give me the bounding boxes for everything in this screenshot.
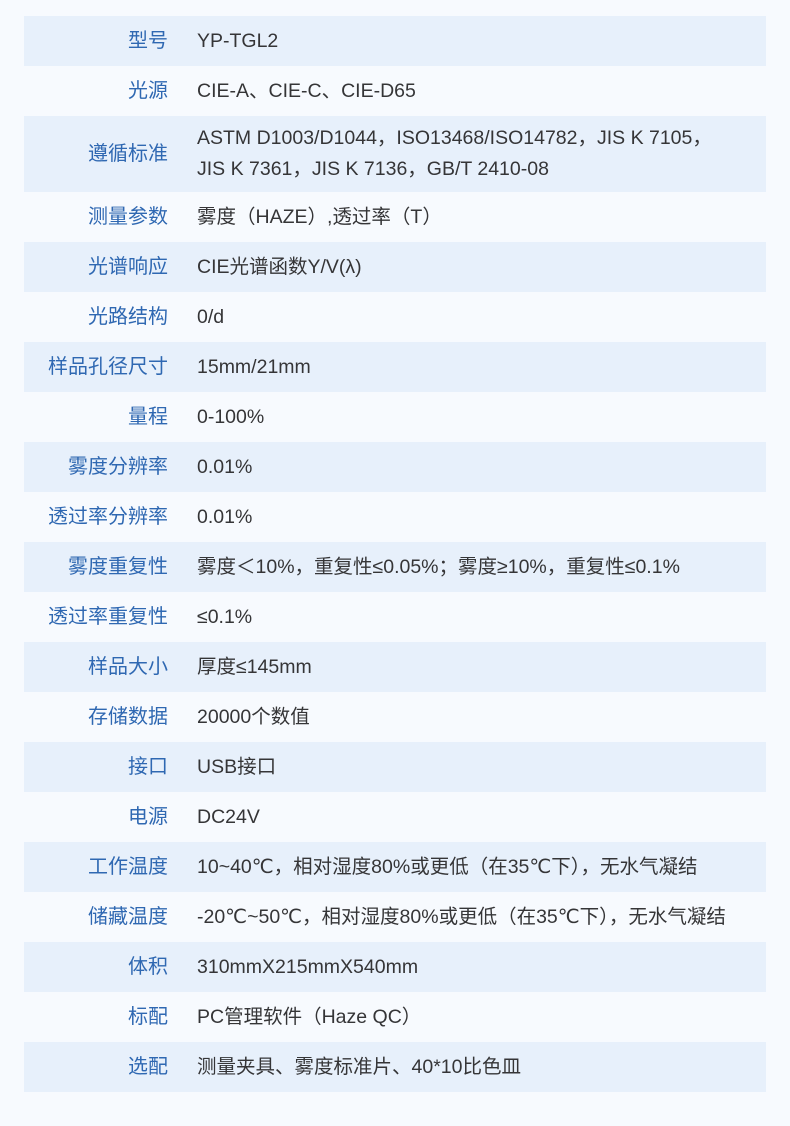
row-label: 电源 xyxy=(128,805,168,828)
table-row: 体积 310mmX215mmX540mm xyxy=(24,942,766,992)
row-value: 0-100% xyxy=(197,405,265,428)
table-row: 测量参数 雾度（HAZE）,透过率（T） xyxy=(24,192,766,242)
row-label: 接口 xyxy=(128,755,168,778)
table-row: 光源 CIE-A、CIE-C、CIE-D65 xyxy=(24,66,766,116)
row-label: 透过率分辨率 xyxy=(48,505,168,528)
row-value: CIE光谱函数Y/V(λ) xyxy=(197,255,362,278)
table-row: 选配 测量夹具、雾度标准片、40*10比色皿 xyxy=(24,1042,766,1092)
row-value: DC24V xyxy=(197,805,260,828)
row-label: 选配 xyxy=(128,1055,168,1078)
row-value: YP-TGL2 xyxy=(197,29,279,52)
table-row: 光谱响应 CIE光谱函数Y/V(λ) xyxy=(24,242,766,292)
table-row: 标配 PC管理软件（Haze QC） xyxy=(24,992,766,1042)
table-row: 工作温度 10~40℃，相对湿度80%或更低（在35℃下），无水气凝结 xyxy=(24,842,766,892)
row-value: 0/d xyxy=(197,305,225,328)
table-row: 遵循标准 ASTM D1003/D1044，ISO13468/ISO14782，… xyxy=(24,116,766,192)
row-label: 样品大小 xyxy=(88,655,168,678)
row-label: 透过率重复性 xyxy=(48,605,168,628)
row-value: PC管理软件（Haze QC） xyxy=(197,1005,422,1028)
table-row: 接口 USB接口 xyxy=(24,742,766,792)
row-value: 雾度（HAZE）,透过率（T） xyxy=(197,205,442,228)
table-row: 型号 YP-TGL2 xyxy=(24,16,766,66)
row-value: 15mm/21mm xyxy=(197,355,311,378)
table-row: 透过率分辨率 0.01% xyxy=(24,492,766,542)
table-row: 样品大小 厚度≤145mm xyxy=(24,642,766,692)
row-label: 存储数据 xyxy=(88,705,168,728)
row-label: 雾度重复性 xyxy=(68,555,168,578)
row-label: 型号 xyxy=(128,29,168,52)
row-label: 工作温度 xyxy=(88,855,168,878)
row-value: 20000个数值 xyxy=(197,705,310,728)
row-label: 储藏温度 xyxy=(88,905,168,928)
row-label: 光谱响应 xyxy=(88,255,168,278)
table-row: 样品孔径尺寸 15mm/21mm xyxy=(24,342,766,392)
row-value: 测量夹具、雾度标准片、40*10比色皿 xyxy=(197,1055,521,1078)
table-row: 透过率重复性 ≤0.1% xyxy=(24,592,766,642)
row-label: 光源 xyxy=(128,79,168,102)
row-value: 10~40℃，相对湿度80%或更低（在35℃下），无水气凝结 xyxy=(197,855,698,878)
row-value: 雾度＜10%，重复性≤0.05%；雾度≥10%，重复性≤0.1% xyxy=(197,555,680,578)
row-label: 量程 xyxy=(128,405,168,428)
table-row: 雾度重复性 雾度＜10%，重复性≤0.05%；雾度≥10%，重复性≤0.1% xyxy=(24,542,766,592)
row-value: 310mmX215mmX540mm xyxy=(197,955,419,978)
row-value: USB接口 xyxy=(197,755,277,778)
row-value: 0.01% xyxy=(197,455,253,478)
row-label: 雾度分辨率 xyxy=(68,455,168,478)
row-value: ≤0.1% xyxy=(197,605,253,628)
table-row: 雾度分辨率 0.01% xyxy=(24,442,766,492)
row-value: CIE-A、CIE-C、CIE-D65 xyxy=(197,79,416,102)
row-label: 体积 xyxy=(128,955,168,978)
row-value: 厚度≤145mm xyxy=(197,655,312,678)
row-label: 测量参数 xyxy=(88,205,168,228)
table-row: 储藏温度 -20℃~50℃，相对湿度80%或更低（在35℃下），无水气凝结 xyxy=(24,892,766,942)
table-row: 存储数据 20000个数值 xyxy=(24,692,766,742)
row-label: 标配 xyxy=(128,1005,168,1028)
row-label: 遵循标准 xyxy=(88,142,168,165)
spec-table: 型号 YP-TGL2 光源 CIE-A、CIE-C、CIE-D65 遵循标准 A… xyxy=(24,16,766,1092)
table-row: 量程 0-100% xyxy=(24,392,766,442)
row-value: ASTM D1003/D1044，ISO13468/ISO14782，JIS K… xyxy=(197,127,712,180)
row-value: 0.01% xyxy=(197,505,253,528)
row-label: 光路结构 xyxy=(88,305,168,328)
table-row: 电源 DC24V xyxy=(24,792,766,842)
row-label: 样品孔径尺寸 xyxy=(48,355,168,378)
table-row: 光路结构 0/d xyxy=(24,292,766,342)
row-value: -20℃~50℃，相对湿度80%或更低（在35℃下），无水气凝结 xyxy=(197,905,726,928)
